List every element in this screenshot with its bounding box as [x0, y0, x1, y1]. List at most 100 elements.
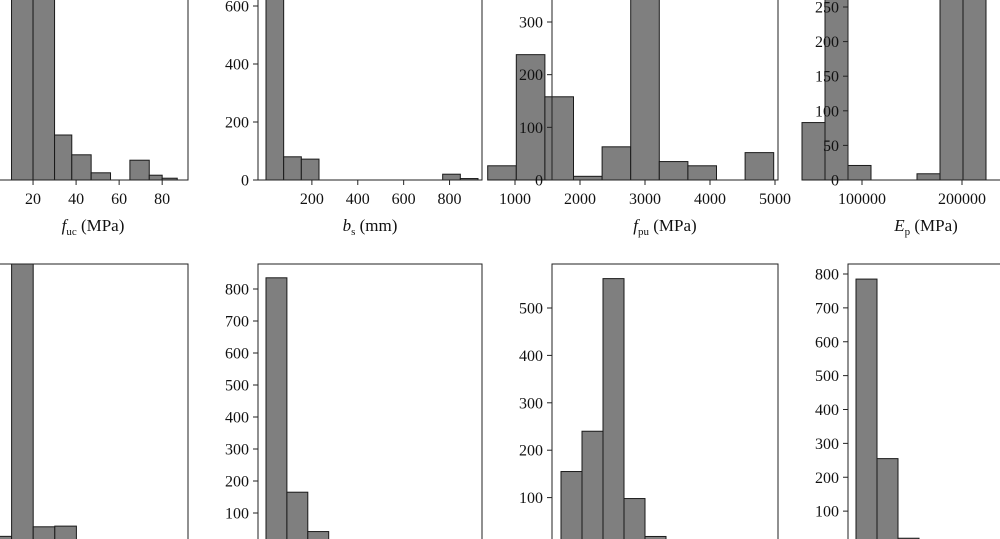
- histogram-bar: [687, 165, 718, 181]
- plot-frame: [551, 263, 779, 539]
- y-tick-label: 100: [225, 506, 249, 523]
- histogram-bar: [11, 0, 34, 181]
- histogram-bar: [487, 165, 517, 181]
- y-tick-label: 100: [815, 103, 839, 120]
- x-tick-label: 20: [25, 191, 41, 208]
- y-tick-label: 300: [225, 442, 249, 459]
- y-tick-label: 800: [815, 267, 839, 284]
- y-tick-label: 250: [815, 0, 839, 17]
- y-tick-label: 200: [519, 67, 543, 84]
- plot-frame: [0, 263, 189, 539]
- histogram-bar: [658, 161, 689, 181]
- y-tick-label: 400: [815, 402, 839, 419]
- x-axis-label-subscript: pu: [638, 226, 650, 238]
- histogram-bar: [962, 0, 987, 181]
- x-tick-label: 80: [154, 191, 170, 208]
- x-axis-label: Ep (MPa): [893, 216, 958, 238]
- x-tick-label: 600: [392, 191, 416, 208]
- histogram-bar: [623, 498, 646, 539]
- histogram-bar: [71, 154, 92, 181]
- x-axis-label: bs (mm): [343, 216, 398, 238]
- histogram-bar: [602, 278, 625, 539]
- y-tick-label: 300: [519, 395, 543, 412]
- histogram-panel-3: 0 100 200 300 1000 2000 3000 4000 5000 fpu (MPa): [487, 0, 791, 238]
- histogram-panel-1: 20 40 60 80 fuc (MPa): [0, 0, 189, 238]
- y-tick-label: 100: [815, 504, 839, 521]
- histogram-bar: [32, 526, 56, 539]
- histogram-panel-2: 0 200 400 600 200 400 600 800 bs (mm): [225, 0, 483, 238]
- y-tick-label: 300: [815, 436, 839, 453]
- y-tick-label: 100: [519, 120, 543, 137]
- histogram-bar: [148, 174, 163, 181]
- y-tick-label: 700: [225, 314, 249, 331]
- histogram-panel-7: 100 200 300 400 500: [519, 263, 779, 539]
- y-tick-label: 200: [815, 34, 839, 51]
- histogram-bar: [54, 525, 77, 539]
- y-tick-label: 400: [225, 57, 249, 74]
- x-axis-label-unit: (mm): [355, 216, 397, 235]
- y-tick-label: 800: [225, 282, 249, 299]
- x-axis-label-symbol: f: [62, 216, 69, 235]
- x-axis-label-symbol: E: [893, 216, 905, 235]
- x-axis-label-subscript: p: [905, 226, 911, 238]
- histogram-bar: [581, 430, 604, 539]
- histogram-panel-5: [0, 263, 189, 539]
- x-axis-label-subscript: uc: [66, 226, 77, 238]
- histogram-panel-4: 0 50 100 150 200 250 100000 200000 Ep (MPa): [801, 0, 1000, 238]
- histogram-bar: [601, 146, 632, 181]
- histogram-bar: [544, 96, 575, 181]
- histogram-bar: [876, 458, 899, 539]
- y-tick-label: 600: [225, 346, 249, 363]
- histogram-bar: [442, 173, 461, 181]
- histogram-panel-6: 100 200 300 400 500 600 700 800: [225, 263, 483, 539]
- x-tick-label: 3000: [629, 191, 661, 208]
- plot-frame: [257, 0, 483, 181]
- histogram-bar: [286, 491, 309, 539]
- histogram-bar: [744, 152, 775, 181]
- histogram-bar: [307, 531, 330, 539]
- x-axis-label-unit: (MPa): [649, 216, 697, 235]
- histogram-bar: [847, 164, 872, 181]
- x-tick-label: 5000: [759, 191, 791, 208]
- x-tick-label: 1000: [499, 191, 531, 208]
- x-tick-label: 40: [68, 191, 84, 208]
- y-tick-label: 200: [225, 115, 249, 132]
- x-tick-label: 800: [438, 191, 462, 208]
- x-tick-label: 100000: [838, 191, 886, 208]
- x-axis-label-unit: (MPa): [910, 216, 958, 235]
- histogram-panel-8: 100 200 300 400 500 600 700 800: [815, 263, 1000, 539]
- plot-frame: [551, 0, 779, 181]
- y-tick-label: 200: [519, 443, 543, 460]
- x-axis-label-unit: (MPa): [77, 216, 125, 235]
- histogram-bar: [573, 175, 603, 181]
- x-tick-label: 4000: [694, 191, 726, 208]
- plot-frame: [847, 0, 1000, 181]
- histogram-bar: [283, 156, 302, 181]
- histogram-bar: [801, 122, 826, 181]
- y-tick-label: 0: [535, 173, 543, 190]
- y-tick-label: 0: [831, 173, 839, 190]
- histogram-bar: [265, 0, 285, 181]
- y-tick-label: 400: [225, 410, 249, 427]
- y-tick-label: 500: [519, 301, 543, 318]
- histogram-bar: [630, 0, 660, 181]
- x-tick-label: 2000: [564, 191, 596, 208]
- histogram-bar: [300, 158, 320, 181]
- plot-frame: [257, 263, 483, 539]
- histogram-bar: [129, 159, 150, 181]
- histogram-bar: [11, 263, 34, 539]
- x-axis-label-symbol: b: [343, 216, 352, 235]
- x-tick-label: 60: [111, 191, 127, 208]
- histogram-bar: [265, 277, 288, 539]
- y-tick-label: 700: [815, 300, 839, 317]
- histogram-bar: [32, 0, 56, 181]
- x-axis-label-symbol: f: [633, 216, 640, 235]
- y-tick-label: 400: [519, 348, 543, 365]
- histogram-bar: [54, 134, 73, 181]
- histogram-bar: [939, 0, 964, 181]
- x-axis-label: fuc (MPa): [62, 216, 125, 238]
- x-tick-label: 200: [300, 191, 324, 208]
- x-axis-label: fpu (MPa): [633, 216, 696, 238]
- plot-frame: [0, 0, 189, 181]
